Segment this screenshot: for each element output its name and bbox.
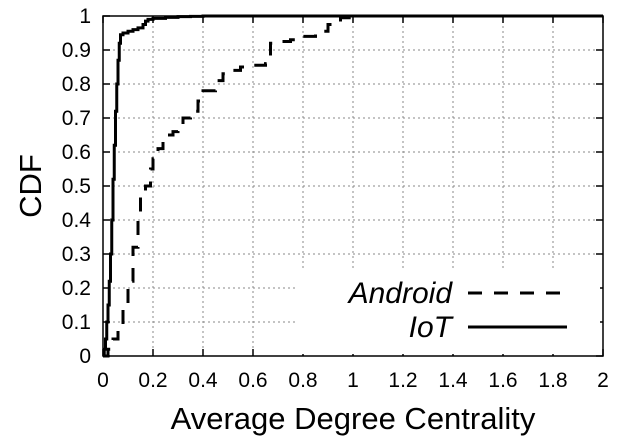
y-tick-label: 0.5 [62,175,91,198]
series-line-android [103,14,603,358]
y-tick-label: 0.9 [62,39,91,62]
x-tick-label: 2 [597,369,609,392]
x-axis-title: Average Degree Centrality [171,401,536,436]
axis-ticks: 0 0.2 0.4 0.6 0.8 1 1.2 1.4 1.6 1.8 2 0 0.1 0.2 0.3 0.4… [62,5,609,392]
x-tick-label: 0.2 [138,369,167,392]
series-lines [102,14,603,358]
y-tick-label: 0.7 [62,107,91,130]
y-axis-title: CDF [13,154,48,218]
y-tick-label: 0.4 [62,209,92,232]
x-tick-label: 1.2 [388,369,417,392]
legend-background [298,268,600,354]
x-tick-label: 1.4 [438,369,468,392]
x-tick-label: 1.6 [488,369,517,392]
y-tick-label: 0.3 [62,243,91,266]
x-tick-label: 0.4 [188,369,218,392]
y-tick-label: 0.2 [62,277,91,300]
legend-label-iot: IoT [409,311,455,344]
y-tick-label: 0 [79,345,91,368]
x-tick-label: 1.8 [538,369,567,392]
x-tick-label: 1 [347,369,359,392]
y-tick-label: 0.1 [62,311,91,334]
y-tick-label: 0.8 [62,73,91,96]
x-tick-label: 0.6 [238,369,267,392]
y-tick-label: 1 [79,5,91,28]
y-tick-label: 0.6 [62,141,91,164]
x-tick-label: 0 [97,369,109,392]
legend-label-android: Android [347,277,454,310]
series-line-iot [102,14,603,358]
x-tick-label: 0.8 [288,369,317,392]
